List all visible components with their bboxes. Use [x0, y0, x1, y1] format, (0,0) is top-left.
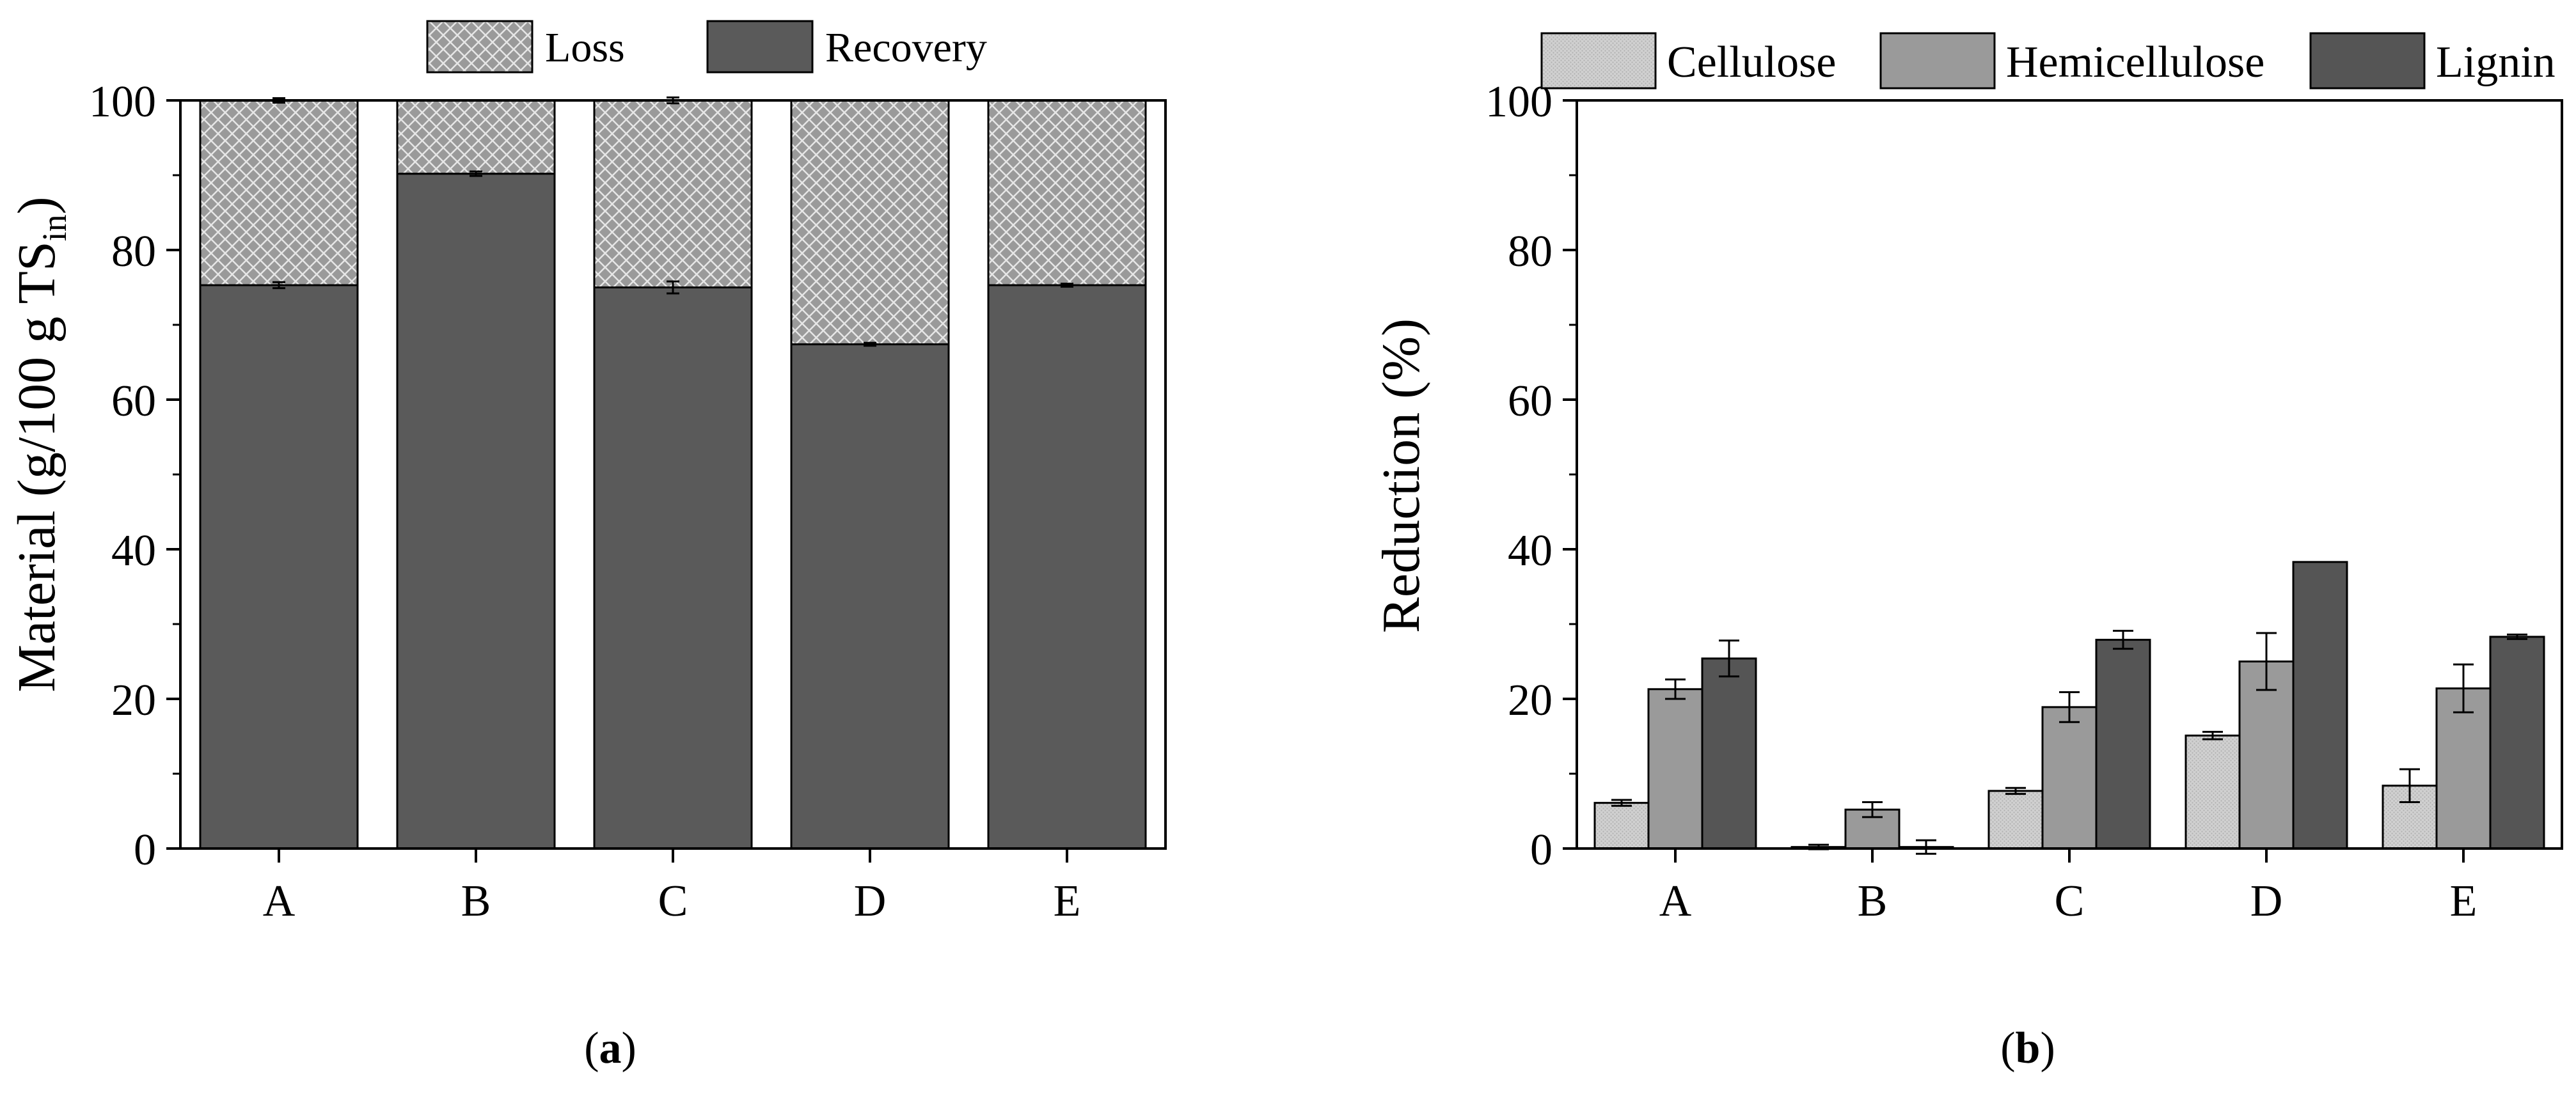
hemicellulose-bar-D — [2238, 661, 2295, 850]
recovery-bar-A — [199, 284, 359, 850]
legend-label-lignin: Lignin — [2436, 38, 2556, 87]
hemicellulose-bar-E — [2435, 687, 2492, 850]
lignin-error-C — [2113, 630, 2133, 650]
panel-a-y-tick-label: 20 — [111, 676, 156, 725]
cellulose-error-E — [2399, 768, 2420, 803]
lignin-error-A — [1719, 639, 1739, 678]
panel-a-y-axis-label: Material (g/100 g TSin) — [7, 196, 74, 692]
lignin-bar-D — [2292, 561, 2348, 850]
panel-a-y-tick-label: 60 — [111, 377, 156, 426]
lignin-bar-A — [1701, 657, 1757, 850]
hemicellulose-error-C — [2059, 691, 2080, 723]
legend-label-hemicellulose: Hemicellulose — [2006, 38, 2264, 87]
panel-a-x-tick-label: A — [263, 877, 296, 926]
panel-a-y-tick-label: 40 — [111, 526, 156, 575]
panel-b-caption: (b) — [2000, 1024, 2055, 1073]
panel-b-y-tick-label: 20 — [1508, 676, 1553, 725]
loss-bar-D — [790, 99, 950, 345]
panel-a-x-tick-label: D — [854, 877, 887, 926]
panel-b-legend: Cellulose Hemicellulose Lignin — [1540, 32, 2556, 90]
panel-b-y-axis-label: Reduction (%) — [1371, 318, 1431, 633]
panel-b-x-tick-label: C — [2055, 877, 2085, 926]
legend-label-recovery: Recovery — [825, 24, 987, 71]
panel-b-y-tick-label: 40 — [1508, 526, 1553, 575]
cellulose-bar-D — [2185, 734, 2241, 850]
lignin-error-E — [2507, 633, 2527, 640]
panel-b-x-tick-label: D — [2250, 877, 2283, 926]
recovery-error-C — [667, 280, 679, 295]
hemicellulose-error-D — [2256, 632, 2277, 691]
legend-swatch-lignin — [2309, 32, 2426, 90]
panel-a-y-tick-label: 80 — [111, 227, 156, 276]
cellulose-error-C — [2005, 786, 2026, 795]
cellulose-error-D — [2202, 730, 2223, 740]
legend-swatch-cellulose — [1540, 32, 1657, 90]
legend-label-cellulose: Cellulose — [1667, 38, 1836, 87]
panel-a-legend: Loss Recovery — [426, 20, 987, 74]
chart-panel-a: 0 20 40 60 80 100 A B C D E Loss Recovery Material … — [7, 20, 1167, 1073]
recovery-bar-C — [593, 286, 753, 850]
panel-a-y-tick-label: 0 — [134, 825, 156, 875]
cellulose-bar-A — [1593, 802, 1650, 850]
panel-a-bars — [199, 96, 1147, 850]
recovery-error-E — [1061, 283, 1073, 288]
recovery-bar-E — [987, 284, 1147, 850]
legend-swatch-hemicellulose — [1879, 32, 1996, 90]
cellulose-error-A — [1611, 799, 1632, 807]
legend-swatch-loss — [426, 20, 533, 74]
panel-a-y-tick-label: 100 — [89, 77, 156, 127]
panel-b-x-tick-label: A — [1659, 877, 1692, 926]
hemicellulose-error-B — [1862, 801, 1883, 818]
panel-a-x-tick-label: E — [1054, 877, 1081, 926]
loss-bar-E — [987, 99, 1147, 286]
panel-a-axes: 0 20 40 60 80 100 A B C D E — [89, 77, 1167, 926]
hemicellulose-error-E — [2453, 663, 2474, 714]
loss-bar-B — [396, 99, 556, 175]
panel-a-caption: (a) — [584, 1024, 636, 1073]
recovery-error-D — [864, 341, 876, 347]
panel-b-y-tick-label: 60 — [1508, 377, 1553, 426]
panel-b-bars — [1593, 561, 2545, 855]
panel-b-x-tick-label: B — [1858, 877, 1888, 926]
lignin-error-B — [1916, 839, 1936, 855]
panel-a-x-tick-label: C — [658, 877, 688, 926]
recovery-error-B — [470, 170, 482, 177]
hemicellulose-error-A — [1665, 678, 1686, 700]
loss-bar-A — [199, 99, 359, 286]
legend-label-loss: Loss — [545, 24, 625, 71]
legend-swatch-recovery — [706, 20, 814, 74]
hemicellulose-bar-C — [2041, 706, 2098, 850]
recovery-bar-B — [396, 173, 556, 850]
panel-b-x-tick-label: E — [2450, 877, 2477, 926]
loss-bar-C — [593, 99, 753, 288]
recovery-bar-D — [790, 343, 950, 850]
panel-a-x-tick-label: B — [461, 877, 491, 926]
hemicellulose-bar-A — [1647, 688, 1703, 850]
cellulose-bar-C — [1987, 790, 2044, 850]
recovery-error-A — [273, 281, 285, 290]
lignin-bar-E — [2489, 636, 2545, 850]
panel-b-y-tick-label: 80 — [1508, 227, 1553, 276]
lignin-bar-C — [2095, 639, 2151, 850]
panel-b-y-tick-label: 0 — [1530, 825, 1553, 875]
